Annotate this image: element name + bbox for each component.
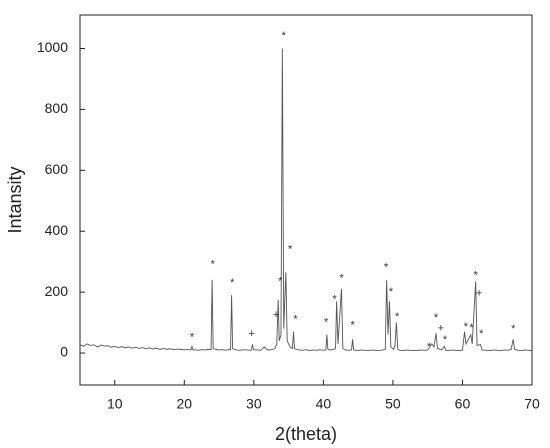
- x-tick-label: 50: [385, 396, 401, 412]
- peak-marker: *: [332, 294, 337, 306]
- peak-marker: *: [190, 332, 195, 344]
- x-tick-label: 60: [455, 396, 471, 412]
- peak-marker: *: [511, 323, 516, 335]
- peak-marker: *: [339, 272, 344, 284]
- peak-marker: *: [384, 262, 389, 274]
- peak-marker: *: [464, 321, 469, 333]
- peak-marker: *: [293, 313, 298, 325]
- peak-marker: *: [443, 334, 448, 346]
- x-tick-label: 30: [246, 396, 262, 412]
- peak-marker: +: [476, 288, 482, 300]
- peak-marker: *: [389, 286, 394, 298]
- peak-marker: +: [273, 309, 279, 321]
- x-tick-label: 40: [316, 396, 332, 412]
- x-axis-title: 2(theta): [275, 424, 337, 444]
- peak-marker: +: [249, 328, 255, 340]
- peak-marker: *: [434, 312, 439, 324]
- y-tick-label: 400: [45, 222, 69, 238]
- peak-marker: *: [211, 259, 216, 271]
- peak-marker: *: [427, 341, 432, 353]
- peak-marker: *: [230, 277, 235, 289]
- peak-marker: +: [438, 323, 444, 335]
- peak-marker: *: [469, 322, 474, 334]
- y-tick-label: 200: [45, 283, 69, 299]
- peak-marker: *: [288, 243, 293, 255]
- x-tick-label: 70: [524, 396, 540, 412]
- plot-frame: [79, 14, 533, 386]
- peak-marker: *: [474, 269, 479, 281]
- y-tick-label: 0: [60, 344, 68, 360]
- peak-marker: *: [395, 311, 400, 323]
- y-tick-label: 600: [45, 161, 69, 177]
- data-line: [79, 48, 533, 352]
- peak-marker: *: [278, 275, 283, 287]
- x-tick-label: 20: [177, 396, 193, 412]
- peak-marker: *: [350, 320, 355, 332]
- x-tick-label: 10: [107, 396, 123, 412]
- y-tick-label: 1000: [37, 39, 68, 55]
- peak-marker: *: [282, 30, 287, 42]
- y-tick-label: 800: [45, 100, 69, 116]
- peak-marker: *: [324, 316, 329, 328]
- peak-marker: *: [479, 328, 484, 340]
- y-axis-title: Intansity: [5, 166, 25, 233]
